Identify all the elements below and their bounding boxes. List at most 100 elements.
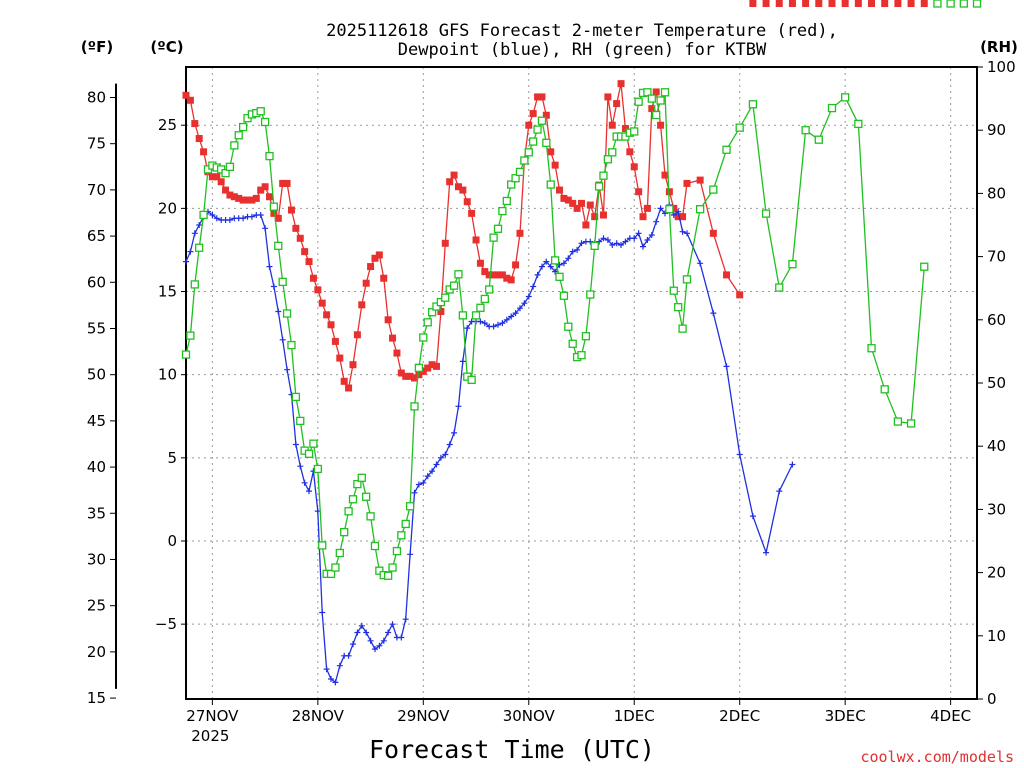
- rh-point: [775, 283, 784, 292]
- rh-point: [696, 205, 705, 214]
- dewpoint-point: [648, 232, 655, 238]
- rh-point: [392, 546, 402, 556]
- rh-point: [234, 131, 243, 140]
- rh-point: [537, 116, 547, 125]
- dewpoint-point: [420, 479, 427, 486]
- temperature-point: [336, 354, 344, 362]
- rh-point: [195, 243, 204, 252]
- dewpoint-point: [543, 258, 550, 265]
- dewpoint-point: [644, 237, 651, 243]
- rh-tick-label: 20: [987, 564, 1006, 582]
- temperature-point: [314, 286, 322, 294]
- temperature-point: [920, 0, 928, 7]
- credit-label: coolwx.com/models: [860, 748, 1014, 766]
- temperature-point: [608, 121, 616, 129]
- dewpoint-point: [328, 676, 334, 682]
- dewpoint-point: [376, 642, 383, 649]
- dewpoint-point: [789, 461, 796, 468]
- rh-point: [555, 272, 564, 281]
- dewpoint-point: [389, 621, 396, 628]
- rh-point: [467, 375, 476, 384]
- rh-point: [260, 117, 270, 127]
- rh-point: [647, 94, 656, 103]
- dewpoint-point: [437, 454, 444, 461]
- dewpoint-point: [578, 240, 585, 247]
- dewpoint-point: [749, 513, 756, 520]
- rh-point: [282, 309, 292, 318]
- temperature-point: [375, 251, 383, 259]
- dewpoint-point: [517, 305, 523, 312]
- temperature-point: [235, 194, 243, 202]
- temperature-point: [257, 186, 265, 194]
- temperature-point: [547, 148, 555, 156]
- temperature-point: [617, 80, 625, 88]
- temperature-point: [696, 176, 704, 184]
- dewpoint-point: [684, 230, 690, 237]
- temperature-point: [362, 279, 370, 287]
- dewpoint-point: [270, 283, 277, 290]
- temperature-point: [582, 221, 590, 229]
- temperature-point: [186, 96, 194, 104]
- temperature-point: [485, 271, 493, 279]
- rh-point: [577, 351, 586, 360]
- rh-point: [542, 138, 551, 147]
- dewpoint-point: [297, 463, 304, 470]
- celsius-tick-label: −5: [155, 615, 177, 633]
- dewpoint-point: [411, 489, 418, 496]
- temperature-point: [586, 201, 594, 209]
- x-tick-sublabel: 2025: [191, 727, 229, 745]
- celsius-tick-label: 25: [158, 116, 177, 134]
- fahrenheit-tick-label: 80: [87, 88, 106, 106]
- temperature-point: [353, 331, 361, 339]
- temperature-point: [270, 209, 278, 217]
- temperature-point: [762, 0, 770, 7]
- temperature-point: [454, 183, 462, 191]
- temperature-point: [450, 171, 458, 179]
- rh-point: [564, 322, 573, 331]
- rh-point: [326, 569, 336, 579]
- temperature-point: [630, 163, 638, 171]
- rh-tick-label: 70: [987, 248, 1006, 266]
- dewpoint-point: [402, 616, 409, 623]
- dewpoint-point: [622, 238, 629, 245]
- x-tick-label: 1DEC: [614, 707, 655, 725]
- temperature-point: [296, 234, 304, 242]
- rh-point: [480, 294, 489, 304]
- dewpoint-point: [372, 646, 378, 653]
- dewpoint-point: [600, 235, 607, 242]
- temperature-line: [185, 83, 741, 390]
- temperature-point: [217, 178, 225, 186]
- temperature-point: [305, 258, 313, 266]
- rh-point: [221, 169, 230, 178]
- celsius-tick-label: 0: [167, 532, 177, 550]
- dewpoint-point: [380, 637, 387, 644]
- dewpoint-point: [556, 261, 563, 268]
- celsius-tick-label: 15: [158, 283, 177, 301]
- dewpoint-point: [367, 637, 374, 644]
- chart-title-line1: 2025112618 GFS Forecast 2-meter Temperat…: [326, 21, 838, 41]
- dewpoint-point: [495, 321, 501, 328]
- rh-point: [748, 100, 758, 109]
- temperature-point: [661, 171, 669, 179]
- dewpoint-point: [710, 310, 717, 317]
- rh-point: [515, 167, 525, 177]
- temperature-point: [402, 372, 410, 380]
- rh-point: [550, 256, 560, 265]
- temperature-point: [468, 209, 476, 217]
- fahrenheit-tick-label: 15: [87, 689, 106, 707]
- rh-point: [269, 202, 279, 211]
- rh-point: [388, 563, 397, 572]
- temperature-point: [195, 135, 203, 143]
- rh-point: [498, 206, 507, 216]
- rh-point: [867, 344, 876, 353]
- rh-point: [880, 385, 889, 394]
- dewpoint-point: [604, 237, 611, 243]
- dewpoint-point: [451, 429, 458, 436]
- temperature-point: [503, 274, 511, 282]
- rh-point: [423, 318, 432, 327]
- series-rh: [181, 0, 982, 580]
- data-series: [181, 0, 982, 686]
- rh-point: [586, 290, 595, 299]
- rh-point: [841, 93, 850, 102]
